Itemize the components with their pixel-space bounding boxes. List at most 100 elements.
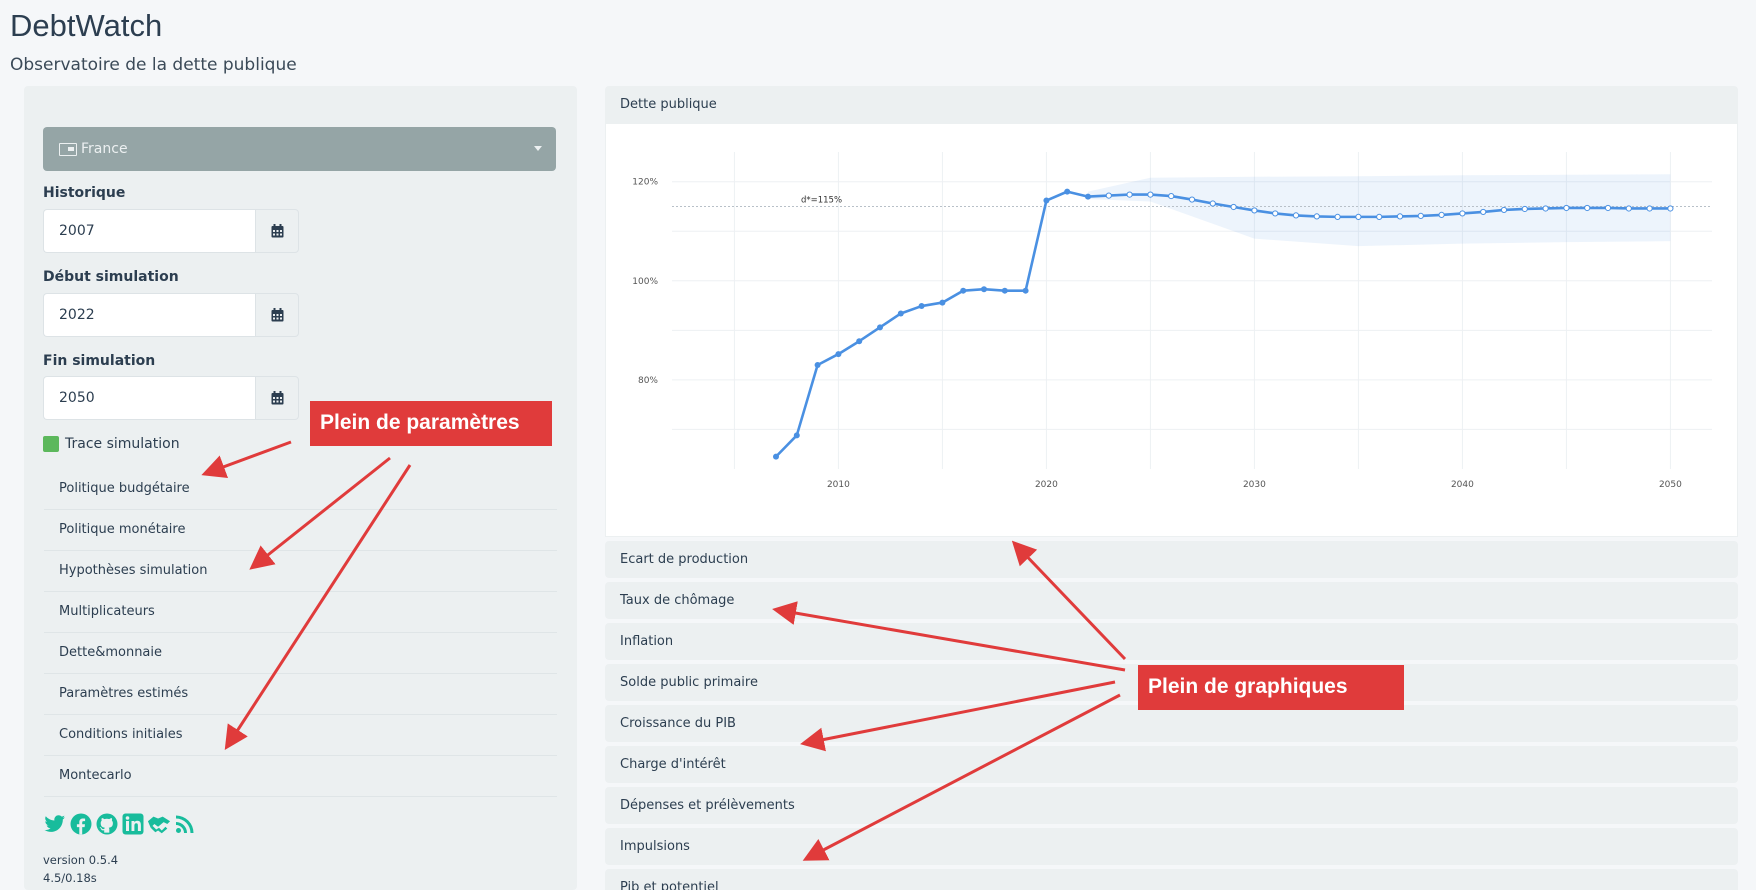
param-item-politique-budgetaire[interactable]: Politique budgétaire (44, 469, 557, 510)
version-info: version 0.5.4 4.5/0.18s (43, 851, 118, 887)
simulation-point (1521, 205, 1528, 213)
debut-simulation-input-group: 2022 (43, 293, 299, 337)
social-links (43, 812, 197, 836)
historical-point (773, 453, 779, 460)
simulation-point (1500, 206, 1508, 214)
x-tick-label: 2020 (1035, 480, 1058, 490)
panel-impulsions[interactable]: Impulsions (605, 828, 1738, 865)
simulation-point (1667, 205, 1674, 212)
twitter-icon[interactable] (43, 812, 67, 836)
historical-point (814, 361, 821, 368)
y-tick-label: 100% (632, 277, 658, 287)
simulation-point (1480, 208, 1487, 216)
simulation-point (1625, 205, 1632, 212)
panel-pib-et-potentiel[interactable]: Pib et potentiel (605, 869, 1738, 890)
historical-point (856, 338, 863, 345)
historical-point (918, 303, 925, 310)
param-item-montecarlo[interactable]: Montecarlo (44, 756, 557, 797)
confidence-band (1088, 174, 1671, 247)
country-select-value: France (81, 141, 128, 157)
version-label: version 0.5.4 (43, 853, 119, 867)
simulation-point (1251, 207, 1258, 214)
trace-simulation-toggle[interactable]: Trace simulation (43, 436, 180, 452)
historical-point (939, 299, 946, 306)
historique-input-group: 2007 (43, 209, 299, 253)
simulation-point (1355, 213, 1362, 220)
simulation-point (1459, 210, 1466, 217)
param-item-multiplicateurs[interactable]: Multiplicateurs (44, 592, 557, 633)
x-tick-label: 2040 (1451, 480, 1474, 490)
app-title: DebtWatch (10, 8, 163, 43)
handshake-icon[interactable] (147, 812, 171, 836)
simulation-point (1292, 212, 1300, 219)
facebook-icon[interactable] (69, 812, 93, 836)
simulation-point (1126, 191, 1133, 198)
simulation-point (1438, 211, 1445, 219)
fin-simulation-input-group: 2050 (43, 376, 299, 420)
panel-ecart-de-production[interactable]: Ecart de production (605, 541, 1738, 578)
panel-dette-publique[interactable]: Dette publique (605, 86, 1738, 123)
simulation-point (1604, 204, 1612, 212)
github-icon[interactable] (95, 812, 119, 836)
x-tick-label: 2010 (827, 480, 850, 490)
historique-calendar-button[interactable] (255, 209, 299, 253)
simulation-point (1147, 191, 1154, 198)
caret-down-icon (534, 146, 542, 151)
country-select[interactable]: France (43, 127, 556, 171)
callout-parametres: Plein de paramètres (310, 401, 552, 446)
simulation-point (1334, 213, 1341, 220)
historical-point (960, 287, 967, 294)
param-item-dette-monnaie[interactable]: Dette&monnaie (44, 633, 557, 674)
simulation-point (1376, 213, 1383, 220)
debut-simulation-label: Début simulation (43, 269, 179, 285)
debut-simulation-input[interactable]: 2022 (43, 293, 255, 337)
simulation-point (1105, 192, 1112, 199)
fin-calendar-button[interactable] (255, 376, 299, 420)
historical-point (1085, 193, 1091, 200)
fin-simulation-label: Fin simulation (43, 353, 156, 369)
simulation-point (1396, 213, 1404, 220)
fin-simulation-input[interactable]: 2050 (43, 376, 255, 420)
debut-calendar-button[interactable] (255, 293, 299, 337)
historical-point (1022, 287, 1029, 294)
simulation-point (1272, 210, 1279, 217)
trace-simulation-label: Trace simulation (65, 436, 180, 452)
param-item-conditions-initiales[interactable]: Conditions initiales (44, 715, 557, 756)
dette-publique-chart-svg[interactable]: 80% 100% 120% 2010 2020 2030 2040 2050 d*=115% (606, 124, 1737, 536)
simulation-point (1168, 192, 1175, 200)
simulation-point (1209, 200, 1216, 207)
historical-point (1043, 197, 1050, 204)
flag-icon (59, 142, 77, 156)
x-tick-label: 2030 (1243, 480, 1266, 490)
rss-icon[interactable] (173, 812, 197, 836)
historical-point (1064, 188, 1071, 195)
param-item-parametres-estimes[interactable]: Paramètres estimés (44, 674, 557, 715)
param-item-hypotheses-simulation[interactable]: Hypothèses simulation (44, 551, 557, 592)
historical-line (775, 190, 1089, 458)
linkedin-icon[interactable] (121, 812, 145, 836)
historical-point (877, 324, 883, 331)
panel-taux-de-chomage[interactable]: Taux de chômage (605, 582, 1738, 619)
simulation-point (1313, 213, 1320, 220)
historical-point (793, 432, 800, 439)
simulation-point (1584, 204, 1591, 212)
simulation-point (1417, 212, 1424, 219)
dette-publique-chart: 80% 100% 120% 2010 2020 2030 2040 2050 d*=115% (605, 123, 1738, 537)
app-subtitle: Observatoire de la dette publique (10, 55, 297, 75)
historique-input[interactable]: 2007 (43, 209, 255, 253)
timing-label: 4.5/0.18s (43, 871, 97, 885)
parameter-list: Politique budgétaire Politique monétaire… (44, 469, 557, 797)
panel-croissance-du-pib[interactable]: Croissance du PIB (605, 705, 1738, 742)
historical-point (835, 351, 842, 358)
panel-depenses-et-prelevements[interactable]: Dépenses et prélèvements (605, 787, 1738, 824)
historical-point (981, 286, 987, 293)
calendar-icon (271, 391, 283, 405)
simulation-point (1188, 196, 1196, 203)
panel-inflation[interactable]: Inflation (605, 623, 1738, 660)
y-tick-label: 120% (632, 178, 658, 188)
param-item-politique-monetaire[interactable]: Politique monétaire (44, 510, 557, 551)
panel-charge-d-interet[interactable]: Charge d'intérêt (605, 746, 1738, 783)
callout-graphiques: Plein de graphiques (1138, 665, 1404, 710)
simulation-point (1542, 205, 1549, 212)
trace-simulation-checkbox[interactable] (43, 436, 59, 452)
